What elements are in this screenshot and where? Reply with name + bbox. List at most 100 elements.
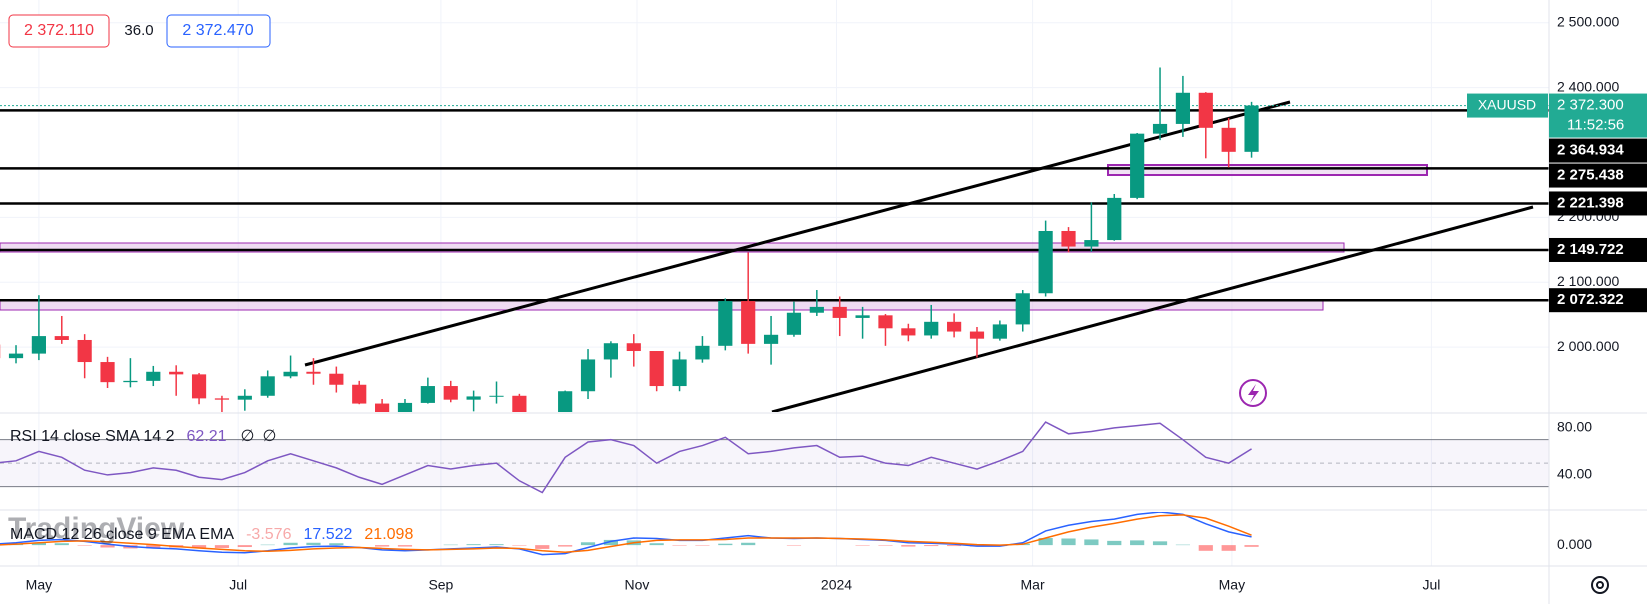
candle-body: [626, 343, 641, 352]
level-label-box: [1549, 138, 1647, 163]
macd-hist-bar: [603, 539, 618, 546]
macd-line: [0, 512, 1252, 556]
macd-hist-bar: [1198, 545, 1213, 551]
candle-body: [947, 321, 962, 332]
macd-hist-bar: [558, 545, 573, 547]
x-tick-label: Mar: [1021, 577, 1045, 593]
level-label: 2 221.398: [1557, 194, 1624, 211]
macd-hist-bar: [466, 544, 481, 546]
candle-body: [191, 374, 207, 399]
levels: [0, 105, 1549, 302]
macd-hist-bar: [535, 545, 550, 549]
quote-header: 2 372.110 36.0 2 372.470: [8, 14, 271, 48]
settings-icon[interactable]: [1591, 576, 1609, 594]
macd-hist-bar: [489, 544, 504, 546]
candle-body: [1015, 293, 1030, 325]
y-tick-label: 2 500.000: [1557, 13, 1619, 29]
candle-body: [1061, 230, 1076, 247]
candle-body: [901, 328, 916, 336]
x-tick-label: Sep: [428, 577, 453, 593]
spread: 36.0: [124, 22, 153, 39]
level-label: 2 149.722: [1557, 241, 1624, 258]
rsi-flag: ∅: [263, 428, 277, 445]
candle-body: [741, 301, 756, 344]
candle-body: [1107, 197, 1122, 241]
macd-legend: MACD 12 26 close 9 EMA EMA: [10, 526, 234, 543]
candle-body: [100, 362, 115, 383]
candle-body: [512, 395, 527, 412]
candle-body: [169, 371, 184, 375]
candle-body: [31, 336, 46, 354]
y-tick-label: 2 100.000: [1557, 273, 1619, 289]
candle-body: [146, 371, 161, 381]
candles: [0, 67, 1259, 412]
macd-hist-bar: [1244, 545, 1259, 547]
candle-body: [466, 396, 481, 400]
macd-hist-bar: [901, 545, 916, 547]
macd-hist-bar: [649, 543, 664, 546]
macd-hist-bar: [329, 543, 344, 546]
macd-hist-bar: [397, 545, 413, 547]
candle-body: [832, 306, 847, 318]
bid-box[interactable]: [8, 14, 110, 48]
macd-hist-bar: [1152, 541, 1168, 546]
ask-price: 2 372.470: [182, 22, 253, 39]
macd-hist-bar: [237, 545, 252, 548]
candle-body: [558, 391, 573, 412]
grid-layer: [0, 0, 1549, 566]
trend-line: [304, 100, 1291, 367]
level-label: 2 275.438: [1557, 167, 1624, 184]
y-tick-label: 2 400.000: [1557, 78, 1619, 94]
candle-body: [237, 395, 252, 400]
macd-value: 17.522: [303, 526, 352, 543]
candle-body: [1221, 127, 1236, 152]
macd-hist-bar: [306, 542, 321, 546]
candle-body: [649, 351, 664, 387]
macd-hist-bar: [31, 542, 46, 546]
histogram-value: -3.576: [246, 526, 291, 543]
x-tick-label: 2024: [821, 577, 852, 593]
candle-body: [809, 306, 824, 313]
rsi-line: [0, 421, 1252, 494]
macd-hist-bar: [580, 542, 596, 546]
drawings: [0, 100, 1534, 412]
candle-body: [1244, 105, 1259, 152]
watermark: TradingView: [8, 512, 185, 545]
macd-hist-bar: [1061, 538, 1076, 546]
last-price-box: [1549, 93, 1647, 138]
candle-body: [329, 373, 344, 385]
macd-hist-bar: [718, 543, 733, 546]
y-tick-label: 40.00: [1557, 466, 1592, 482]
candle-body: [1152, 123, 1168, 134]
candle-body: [420, 386, 435, 403]
macd-hist-bar: [924, 545, 939, 547]
candle-body: [855, 315, 870, 318]
last-price-label: 2 372.300: [1557, 97, 1624, 114]
macd-hist-bar: [1130, 540, 1145, 546]
zone-rect: [0, 300, 1324, 311]
candle-body: [924, 321, 939, 336]
macd-hist-bar: [146, 545, 161, 549]
candle-body: [489, 395, 504, 397]
level-label-box: [1549, 237, 1647, 262]
macd-hist-bar: [191, 545, 207, 548]
trend-line: [771, 205, 1534, 412]
level-label: 2 072.322: [1557, 291, 1624, 308]
candle-body: [8, 353, 24, 359]
ask-box[interactable]: [166, 14, 271, 48]
candle-body: [718, 301, 733, 346]
candle-body: [352, 384, 367, 404]
level-label-box: [1549, 191, 1647, 216]
zone-rect: [0, 242, 1345, 253]
candle-body: [786, 312, 802, 335]
x-tick-label: May: [26, 577, 52, 593]
candle-body: [580, 359, 596, 392]
y-tick-label: 2 000.000: [1557, 338, 1619, 354]
x-tick-label: Jul: [229, 577, 247, 593]
candle-body: [397, 402, 413, 412]
replay-icon[interactable]: [1239, 379, 1267, 407]
candle-body: [603, 343, 618, 360]
macd-hist-bar: [214, 545, 230, 548]
icon-bolt: [1248, 384, 1259, 403]
